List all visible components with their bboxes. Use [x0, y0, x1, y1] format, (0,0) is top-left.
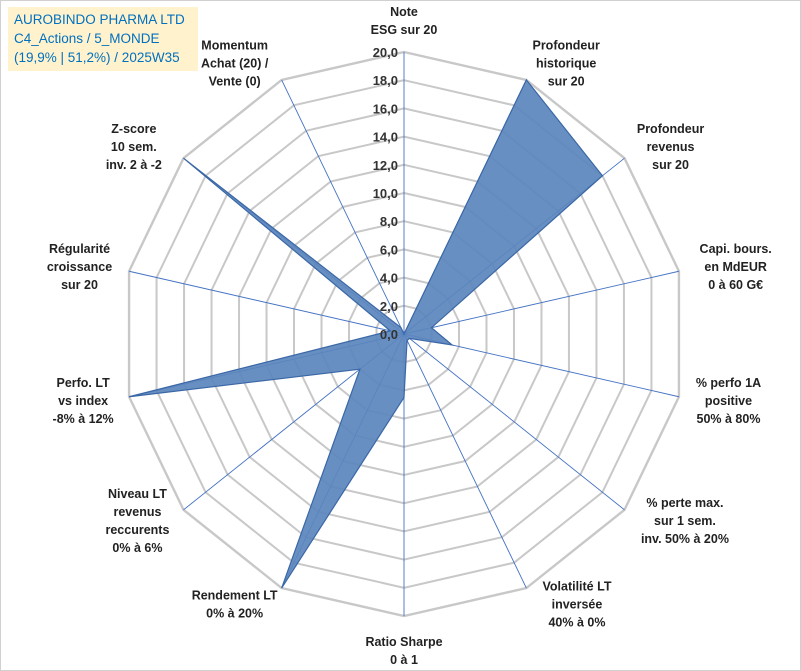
tick-label: 12,0 — [373, 158, 398, 173]
radial-ticks: 0,0 2,0 4,0 6,0 8,0 10,0 12,0 14,0 16,0 18,0 20,0 — [373, 45, 398, 342]
tick-label: 16,0 — [373, 101, 398, 116]
axis-label: Z-score 10 sem. inv. 2 à -2 — [106, 122, 162, 172]
portfolio-name: C4_Actions / 5_MONDE — [14, 31, 160, 46]
axis-label: Volatilité LT inversée 40% à 0% — [542, 579, 611, 629]
axis-spoke — [128, 270, 405, 335]
axis-spoke — [403, 270, 680, 335]
scores-week: (19,9% | 51,2%) / 2025W35 — [14, 50, 180, 65]
tick-label: 18,0 — [373, 73, 398, 88]
axis-label: % perfo 1A positive 50% à 80% — [696, 376, 761, 426]
axis-label: Momentum Achat (20) / Vente (0) — [201, 39, 269, 89]
tick-label: 6,0 — [380, 242, 398, 257]
tick-label: 20,0 — [373, 45, 398, 60]
tick-label: 4,0 — [380, 271, 398, 286]
tick-label: 14,0 — [373, 130, 398, 145]
axis-label: Niveau LT revenus reccurents 0% à 6% — [105, 487, 169, 555]
title-box: AUROBINDO PHARMA LTD C4_Actions / 5_MOND… — [8, 7, 198, 71]
radar-series — [128, 78, 604, 589]
axis-spoke — [403, 333, 527, 589]
axis-spoke — [403, 333, 625, 511]
axis-label: Capi. bours. en MdEUR 0 à 60 G€ — [700, 242, 772, 292]
axis-spoke — [281, 79, 405, 335]
tick-label: 0,0 — [380, 327, 398, 342]
axis-labels: Note ESG sur 20 Profondeur historique sur 20… — [47, 5, 772, 667]
tick-label: 2,0 — [380, 299, 398, 314]
axis-label: % perte max. sur 1 sem. inv. 50% à 20% — [641, 496, 729, 546]
company-name: AUROBINDO PHARMA LTD — [14, 12, 185, 27]
series-area — [128, 78, 604, 589]
axis-label: Note ESG sur 20 — [371, 5, 438, 37]
axis-label: Ratio Sharpe 0 à 1 — [365, 635, 442, 667]
axis-label: Rendement LT 0% à 20% — [192, 588, 278, 620]
axis-label: Régularité croissance sur 20 — [47, 242, 112, 292]
tick-label: 10,0 — [373, 186, 398, 201]
axis-label: Profondeur revenus sur 20 — [637, 122, 704, 172]
axis-label: Profondeur historique sur 20 — [532, 39, 599, 89]
tick-label: 8,0 — [380, 214, 398, 229]
axis-label: Perfo. LT vs index -8% à 12% — [53, 376, 114, 426]
